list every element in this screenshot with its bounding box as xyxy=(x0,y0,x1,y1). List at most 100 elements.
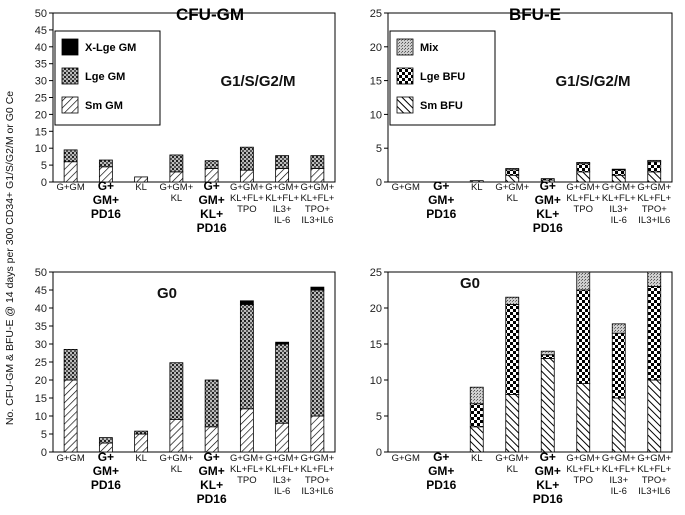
y-tick-label: 0 xyxy=(41,177,47,189)
bar-segment-x-lge-gm xyxy=(239,300,254,305)
category-label: KL xyxy=(135,182,147,193)
y-tick-label: 10 xyxy=(35,143,47,155)
legend-label: Mix xyxy=(420,42,439,54)
bar-segment-lge-bfu xyxy=(611,169,626,176)
y-tick-label: 50 xyxy=(35,8,47,20)
category-label: G+GM+ KL+FL+ IL3+ IL-6 xyxy=(602,453,636,497)
bar-segment-x-lge-gm xyxy=(310,286,325,291)
category-label: G+GM xyxy=(57,453,85,464)
bar-segment-lge-gm xyxy=(204,379,219,428)
legend-label: Sm BFU xyxy=(420,100,463,112)
y-tick-label: 45 xyxy=(35,285,47,297)
bar-segment-lge-gm xyxy=(310,155,325,169)
bar-segment-lge-gm xyxy=(98,437,113,444)
bar-segment-lge-gm xyxy=(310,289,325,417)
bar-segment-mix xyxy=(540,350,555,356)
bar-segment-mix xyxy=(505,296,520,305)
panel-cfu-g0: 0 5 10 15 20 25 30 35 40 45 50 G+GM G+ GM+ PD16 KL G+GM+… xyxy=(35,267,336,506)
bar-segment-sm-gm xyxy=(63,379,78,453)
category-label: G+GM+ KL+FL+ TPO xyxy=(566,182,600,215)
y-tick-label: 10 xyxy=(370,375,382,387)
y-tick-label: 5 xyxy=(41,160,47,172)
plot-frame xyxy=(387,12,673,183)
phase-label: G1/S/G2/M xyxy=(220,73,295,90)
y-tick-label: 15 xyxy=(370,339,382,351)
category-label: G+ GM+ KL+ PD16 xyxy=(197,179,227,235)
category-label: G+GM+ KL+FL+ TPO+ IL3+IL6 xyxy=(300,453,334,497)
category-label: KL xyxy=(471,182,483,193)
y-tick-label: 5 xyxy=(376,411,382,423)
bar-segment-sm-gm xyxy=(310,168,325,183)
category-label: G+GM+ KL+FL+ IL3+ IL-6 xyxy=(602,182,636,226)
y-tick-label: 40 xyxy=(35,42,47,54)
bar-segment-sm-bfu xyxy=(469,426,484,453)
bar-segment-lge-bfu xyxy=(647,285,662,381)
bar-segment-lge-gm xyxy=(134,430,149,435)
phase-label: G0 xyxy=(460,275,480,292)
category-label: G+ GM+ PD16 xyxy=(91,179,121,221)
y-tick-label: 0 xyxy=(376,177,382,189)
bar-segment-sm-bfu xyxy=(576,171,591,183)
y-tick-label: 10 xyxy=(35,411,47,423)
bar-segment-sm-gm xyxy=(275,168,290,183)
bar-segment-sm-gm xyxy=(134,176,149,183)
category-label: G+ GM+ PD16 xyxy=(426,179,456,221)
y-tick-label: 5 xyxy=(41,429,47,441)
legend-swatch xyxy=(396,38,414,56)
y-tick-label: 25 xyxy=(370,267,382,279)
y-tick-label: 20 xyxy=(370,303,382,315)
bar-segment-sm-gm xyxy=(239,169,254,183)
bfu-e-title: BFU-E xyxy=(509,5,561,24)
bar-segment-sm-gm xyxy=(275,422,290,453)
bar-segment-lge-gm xyxy=(239,146,254,171)
y-tick-label: 15 xyxy=(370,76,382,88)
bar-segment-mix xyxy=(505,168,520,171)
bar-segment-lge-bfu xyxy=(576,289,591,384)
y-tick-label: 15 xyxy=(35,393,47,405)
y-tick-label: 0 xyxy=(376,447,382,459)
bar-segment-sm-gm xyxy=(169,171,184,183)
bar-segment-sm-bfu xyxy=(540,357,555,453)
legend-label: Lge BFU xyxy=(420,71,465,83)
bar-segment-mix xyxy=(576,161,591,165)
category-label: G+GM+ KL xyxy=(159,182,193,204)
bar-segment-lge-bfu xyxy=(647,161,662,173)
legend-label: X-Lge GM xyxy=(85,42,136,54)
category-label: G+ GM+ KL+ PD16 xyxy=(197,450,227,506)
bar-segment-mix xyxy=(647,271,662,287)
bar-segment-mix xyxy=(611,168,626,171)
bar-segment-sm-gm xyxy=(239,408,254,453)
legend-label: Lge GM xyxy=(85,71,125,83)
y-axis-label: No. CFU-GM & BFU-E @ 14 days per 300 CD3… xyxy=(4,91,16,425)
y-tick-label: 5 xyxy=(376,143,382,155)
category-label: G+GM xyxy=(392,182,420,193)
bar-segment-lge-bfu xyxy=(540,354,555,359)
y-tick-label: 30 xyxy=(35,339,47,351)
bar-segment-lge-gm xyxy=(98,159,113,168)
bar-segment-sm-bfu xyxy=(505,174,520,183)
bar-segment-lge-gm xyxy=(169,362,184,421)
category-label: G+GM+ KL xyxy=(159,453,193,475)
category-label: KL xyxy=(135,453,147,464)
bar-segment-x-lge-gm xyxy=(275,341,290,345)
bar-segment-lge-gm xyxy=(63,348,78,381)
y-tick-label: 25 xyxy=(35,357,47,369)
phase-label: G1/S/G2/M xyxy=(555,73,630,90)
legend-label: Sm GM xyxy=(85,100,123,112)
bar-segment-sm-bfu xyxy=(647,379,662,453)
bar-segment-mix xyxy=(611,323,626,334)
bar-segment-sm-bfu xyxy=(611,174,626,183)
bar-segment-sm-bfu xyxy=(505,393,520,453)
y-tick-label: 30 xyxy=(35,76,47,88)
y-tick-label: 25 xyxy=(370,8,382,20)
category-label: G+GM+ KL xyxy=(495,182,529,204)
category-label: G+GM+ KL+FL+ IL3+ IL-6 xyxy=(265,453,299,497)
category-label: G+ GM+ PD16 xyxy=(426,450,456,492)
category-label: G+ GM+ KL+ PD16 xyxy=(533,179,563,235)
bar-segment-lge-gm xyxy=(204,160,219,169)
bar-segment-lge-bfu xyxy=(611,332,626,399)
y-tick-label: 35 xyxy=(35,59,47,71)
panel-cfu-g1: 0 5 10 15 20 25 30 35 40 45 50 G+GM G+ GM+ PD16 KL G+GM+… xyxy=(35,8,336,235)
bar-segment-sm-gm xyxy=(169,419,184,453)
